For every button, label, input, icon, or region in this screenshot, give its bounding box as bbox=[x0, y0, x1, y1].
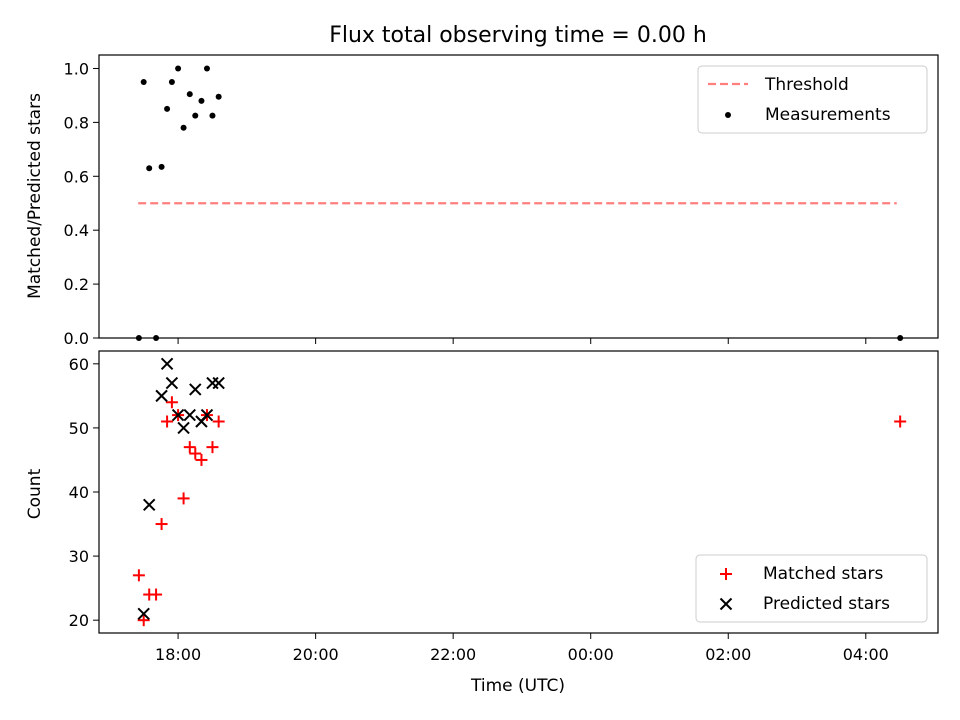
chart-title: Flux total observing time = 0.00 h bbox=[329, 23, 707, 48]
legend-matched-label: Matched stars bbox=[763, 564, 883, 584]
matched-star-point bbox=[177, 492, 190, 505]
matched-star-point bbox=[137, 614, 150, 627]
predicted-star-stroke bbox=[177, 421, 190, 435]
legend-predicted-swatch bbox=[719, 597, 733, 611]
legend-measurement-label: Measurements bbox=[765, 105, 891, 125]
matched-star-point bbox=[165, 396, 178, 409]
measurement-point bbox=[164, 105, 171, 112]
measurement-point bbox=[209, 112, 216, 119]
x-tick-label: 18:00 bbox=[155, 645, 201, 664]
y-tick-label: 0.2 bbox=[64, 275, 89, 294]
predicted-star-stroke bbox=[155, 389, 168, 403]
predicted-star-point bbox=[160, 357, 174, 371]
measurement-point bbox=[180, 124, 187, 131]
top-y-axis-label: Matched/Predicted stars bbox=[25, 93, 45, 299]
predicted-star-point bbox=[137, 607, 150, 620]
predicted-star-point bbox=[171, 408, 185, 422]
y-tick-label: 20 bbox=[69, 611, 89, 630]
predicted-star-stroke bbox=[183, 408, 196, 422]
measurement-point bbox=[186, 91, 193, 98]
measurement-point bbox=[140, 78, 147, 85]
measurement-point bbox=[203, 65, 210, 72]
predicted-star-point bbox=[189, 383, 202, 396]
predicted-star-stroke bbox=[200, 408, 214, 422]
measurement-point bbox=[192, 112, 199, 119]
x-tick-label: 20:00 bbox=[293, 645, 339, 664]
matched-star-point bbox=[183, 441, 196, 454]
predicted-star-stroke bbox=[142, 498, 156, 512]
legend-box bbox=[695, 554, 928, 623]
predicted-star-stroke bbox=[160, 357, 174, 371]
matched-star-point bbox=[155, 518, 168, 531]
predicted-star-stroke bbox=[171, 408, 185, 422]
predicted-star-stroke bbox=[165, 376, 179, 390]
matched-star-point bbox=[132, 569, 145, 582]
legend-predicted-label: Predicted stars bbox=[763, 594, 890, 614]
legend-measurement-swatch bbox=[725, 112, 731, 118]
legend-threshold-label: Threshold bbox=[764, 75, 849, 95]
y-tick-label: 30 bbox=[69, 547, 89, 566]
axes-frame bbox=[98, 54, 939, 339]
axes-frame bbox=[98, 350, 939, 634]
y-tick-label: 40 bbox=[69, 483, 89, 502]
predicted-star-point bbox=[212, 376, 225, 390]
predicted-star-point bbox=[183, 408, 196, 422]
y-tick-label: 0.0 bbox=[64, 329, 89, 348]
x-tick-label: 22:00 bbox=[430, 645, 476, 664]
top-panel-ratio: 0.0 0.2 0.4 0.6 0.8 1.0 Threshold Measurements bbox=[64, 54, 939, 348]
measurement-point bbox=[146, 165, 153, 172]
measurement-point bbox=[158, 163, 165, 170]
measurement-point bbox=[215, 93, 222, 100]
bottom-panel-counts: 20 30 40 50 60 18:00 20:00 22:00 00:00 02:00 04:00… bbox=[69, 350, 939, 664]
x-tick-label: 00:00 bbox=[568, 645, 614, 664]
measurement-point bbox=[168, 78, 175, 85]
predicted-star-stroke bbox=[212, 376, 225, 390]
y-tick-label: 0.8 bbox=[64, 113, 89, 132]
predicted-star-stroke bbox=[189, 383, 202, 396]
matched-star-point bbox=[150, 588, 163, 601]
predicted-star-point bbox=[200, 408, 214, 422]
predicted-star-point bbox=[177, 421, 190, 435]
x-tick-label: 02:00 bbox=[705, 645, 751, 664]
y-tick-label: 0.6 bbox=[64, 167, 89, 186]
matched-star-point bbox=[161, 415, 174, 428]
y-tick-label: 60 bbox=[69, 355, 89, 374]
predicted-star-point bbox=[155, 389, 168, 403]
measurement-point bbox=[175, 65, 182, 72]
measurement-point bbox=[198, 97, 205, 104]
y-tick-label: 0.4 bbox=[64, 221, 89, 240]
legend: Matched stars Predicted stars bbox=[695, 554, 928, 623]
y-tick-label: 50 bbox=[69, 419, 89, 438]
matched-star-point bbox=[206, 441, 219, 454]
x-axis-label: Time (UTC) bbox=[470, 676, 565, 696]
legend: Threshold Measurements bbox=[697, 65, 928, 134]
matched-star-point bbox=[894, 415, 907, 428]
predicted-star-point bbox=[142, 498, 156, 512]
predicted-star-point bbox=[165, 376, 179, 390]
matched-star-point bbox=[195, 453, 208, 466]
y-tick-label: 1.0 bbox=[64, 59, 89, 78]
x-tick-label: 04:00 bbox=[843, 645, 889, 664]
legend-box bbox=[697, 65, 928, 134]
predicted-star-stroke bbox=[137, 607, 150, 620]
bottom-y-axis-label: Count bbox=[25, 468, 45, 519]
matched-star-point bbox=[189, 447, 202, 460]
matched-star-point bbox=[212, 415, 225, 428]
